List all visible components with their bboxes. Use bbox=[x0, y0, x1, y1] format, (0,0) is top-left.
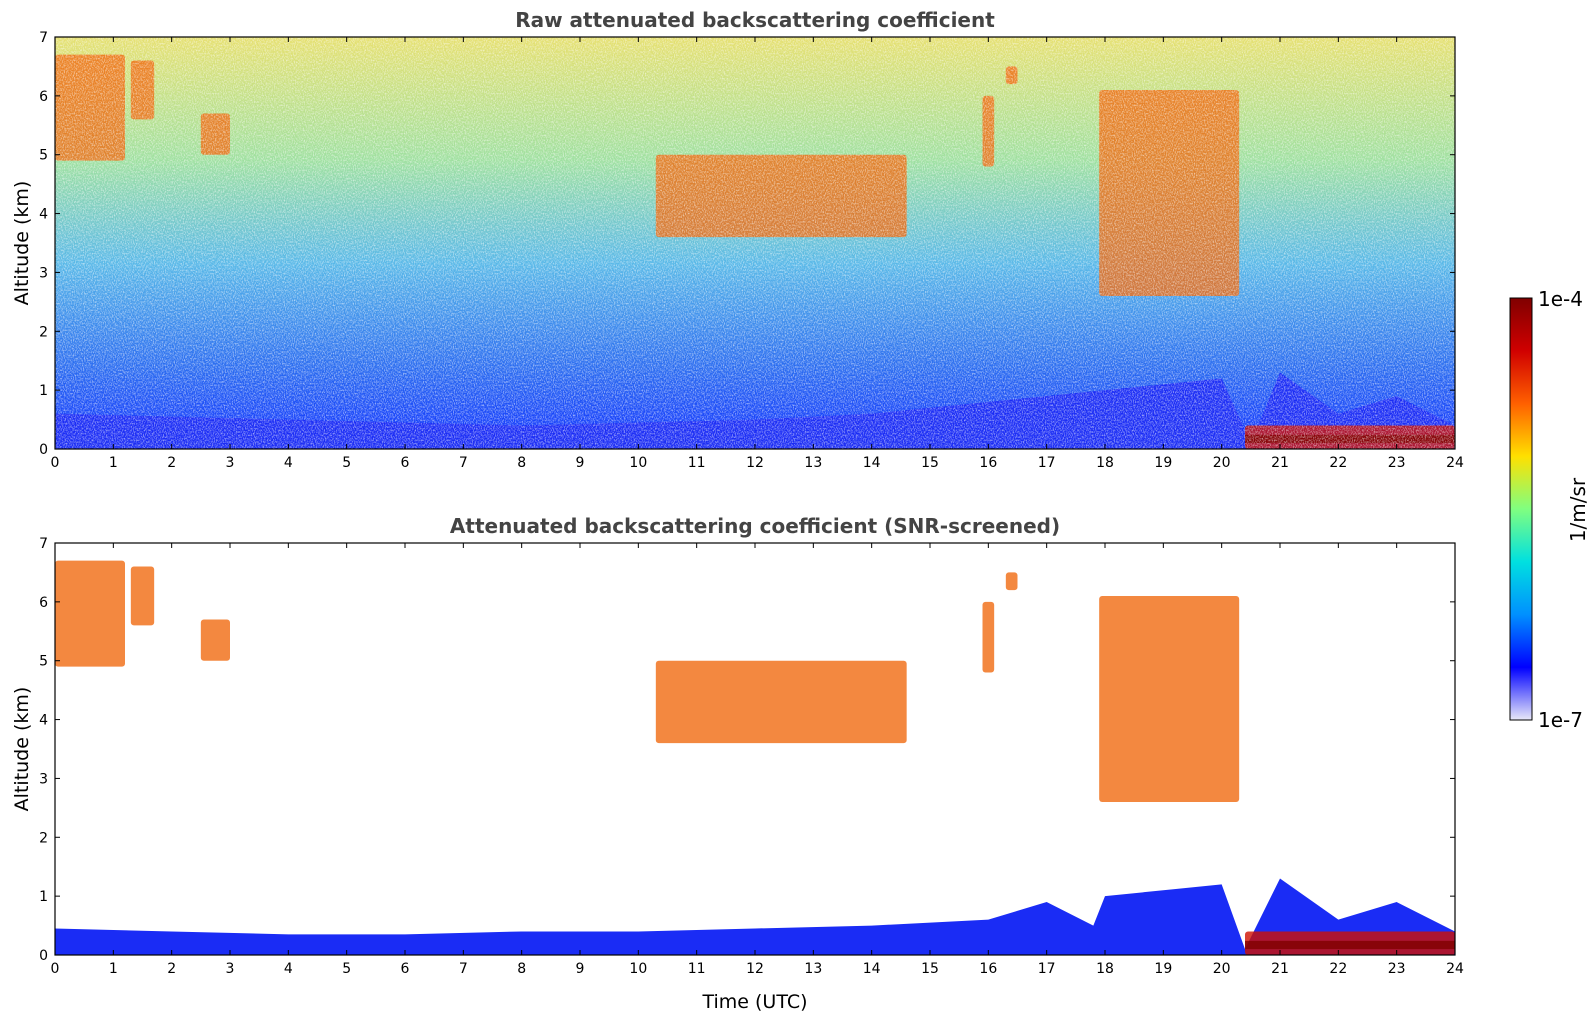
y-tick-label: 0 bbox=[39, 948, 48, 964]
y-tick-label: 5 bbox=[39, 148, 48, 164]
y-tick-label: 2 bbox=[39, 324, 48, 340]
y-tick-label: 6 bbox=[39, 89, 48, 105]
y-tick-label: 0 bbox=[39, 442, 48, 458]
cloud-core bbox=[1245, 940, 1455, 950]
x-tick-label: 22 bbox=[1329, 961, 1347, 977]
cloud-feature bbox=[55, 560, 125, 667]
x-tick-label: 19 bbox=[1154, 961, 1172, 977]
top-heatmap bbox=[55, 37, 1455, 449]
x-tick-label: 21 bbox=[1271, 455, 1289, 471]
x-tick-label: 8 bbox=[517, 961, 526, 977]
x-tick-label: 9 bbox=[576, 961, 585, 977]
colorbar-max-label: 1e-4 bbox=[1538, 287, 1583, 311]
colorbar-min-label: 1e-7 bbox=[1538, 708, 1583, 732]
x-tick-label: 10 bbox=[629, 455, 647, 471]
y-tick-label: 3 bbox=[39, 771, 48, 787]
bottom-y-ticks: 0 1 2 3 4 5 6 7 bbox=[39, 536, 1455, 964]
top-y-ticks: 0 1 2 3 4 5 6 7 bbox=[39, 30, 1455, 458]
x-tick-label: 5 bbox=[342, 455, 351, 471]
x-tick-label: 16 bbox=[979, 455, 997, 471]
colorbar-unit-label: 1/m/sr bbox=[1566, 477, 1590, 542]
x-tick-label: 11 bbox=[688, 455, 706, 471]
y-tick-label: 7 bbox=[39, 536, 48, 552]
cloud-feature bbox=[1099, 595, 1240, 802]
cloud-feature bbox=[200, 619, 230, 661]
x-tick-label: 23 bbox=[1388, 455, 1406, 471]
bottom-x-ticks: 0 1 2 3 4 5 6 7 8 9 10 11 12 13 14 15 16 17 18 19 20 21 22 23 24 bbox=[51, 543, 1464, 977]
x-tick-label: 10 bbox=[629, 961, 647, 977]
colorbar bbox=[1509, 297, 1533, 721]
y-tick-label: 4 bbox=[39, 713, 48, 729]
top-panel-title: Raw attenuated backscattering coefficien… bbox=[515, 8, 995, 32]
cloud-feature bbox=[655, 660, 907, 744]
x-tick-label: 3 bbox=[226, 961, 235, 977]
y-tick-label: 4 bbox=[39, 207, 48, 223]
top-x-ticks: 0 1 2 3 4 5 6 7 8 9 10 11 12 13 14 15 16 17 18 19 20 21 22 23 24 bbox=[51, 37, 1464, 471]
x-tick-label: 2 bbox=[167, 961, 176, 977]
x-tick-label: 19 bbox=[1154, 455, 1172, 471]
bottom-heatmap bbox=[55, 560, 1455, 955]
x-tick-label: 9 bbox=[576, 455, 585, 471]
x-tick-label: 0 bbox=[51, 455, 60, 471]
x-tick-label: 4 bbox=[284, 455, 293, 471]
x-tick-label: 8 bbox=[517, 455, 526, 471]
x-tick-label: 4 bbox=[284, 961, 293, 977]
x-tick-label: 20 bbox=[1213, 455, 1231, 471]
x-tick-label: 5 bbox=[342, 961, 351, 977]
y-tick-label: 2 bbox=[39, 830, 48, 846]
x-tick-label: 14 bbox=[863, 455, 881, 471]
x-tick-label: 17 bbox=[1038, 961, 1056, 977]
x-tick-label: 6 bbox=[401, 455, 410, 471]
x-tick-label: 14 bbox=[863, 961, 881, 977]
y-tick-label: 1 bbox=[39, 889, 48, 905]
x-tick-label: 13 bbox=[804, 961, 822, 977]
x-tick-label: 2 bbox=[167, 455, 176, 471]
top-y-axis-label: Altitude (km) bbox=[11, 181, 33, 306]
y-tick-label: 1 bbox=[39, 383, 48, 399]
y-tick-label: 5 bbox=[39, 654, 48, 670]
cloud-feature bbox=[1005, 572, 1018, 591]
boundary-layer-area bbox=[55, 878, 1455, 955]
y-tick-label: 3 bbox=[39, 265, 48, 281]
bottom-y-axis-label: Altitude (km) bbox=[11, 687, 33, 812]
x-tick-label: 18 bbox=[1096, 455, 1114, 471]
x-tick-label: 6 bbox=[401, 961, 410, 977]
bottom-panel-title: Attenuated backscattering coefficient (S… bbox=[450, 514, 1060, 538]
bottom-plot-frame bbox=[54, 542, 1456, 956]
y-tick-label: 7 bbox=[39, 30, 48, 46]
x-tick-label: 24 bbox=[1446, 455, 1464, 471]
x-tick-label: 15 bbox=[921, 961, 939, 977]
x-tick-label: 3 bbox=[226, 455, 235, 471]
x-tick-label: 13 bbox=[804, 455, 822, 471]
x-tick-label: 18 bbox=[1096, 961, 1114, 977]
x-tick-label: 1 bbox=[109, 961, 118, 977]
x-tick-label: 15 bbox=[921, 455, 939, 471]
x-tick-label: 20 bbox=[1213, 961, 1231, 977]
x-tick-label: 1 bbox=[109, 455, 118, 471]
x-tick-label: 12 bbox=[746, 961, 764, 977]
x-tick-label: 16 bbox=[979, 961, 997, 977]
x-tick-label: 7 bbox=[459, 961, 468, 977]
x-tick-label: 22 bbox=[1329, 455, 1347, 471]
x-tick-label: 0 bbox=[51, 961, 60, 977]
y-tick-label: 6 bbox=[39, 595, 48, 611]
noise-overlay bbox=[55, 37, 1455, 449]
cloud-feature bbox=[130, 566, 155, 626]
x-tick-label: 12 bbox=[746, 455, 764, 471]
x-tick-label: 21 bbox=[1271, 961, 1289, 977]
x-axis-label: Time (UTC) bbox=[701, 991, 807, 1013]
x-tick-label: 7 bbox=[459, 455, 468, 471]
x-tick-label: 17 bbox=[1038, 455, 1056, 471]
x-tick-label: 23 bbox=[1388, 961, 1406, 977]
x-tick-label: 24 bbox=[1446, 961, 1464, 977]
x-tick-label: 11 bbox=[688, 961, 706, 977]
cloud-feature bbox=[982, 601, 995, 673]
